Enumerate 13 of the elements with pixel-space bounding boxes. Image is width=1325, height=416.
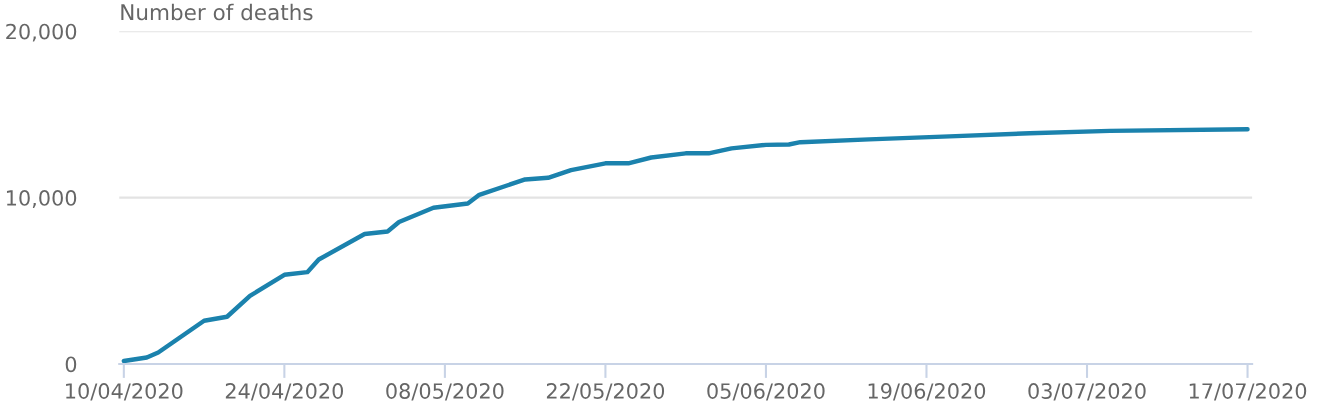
x-tick-label: 24/04/2020 — [225, 383, 344, 401]
y-tick-label: 20,000 — [6, 23, 77, 42]
x-tick-label: 19/06/2020 — [868, 383, 986, 401]
x-tick-label: 10/04/2020 — [66, 383, 183, 401]
x-tick-label: 03/07/2020 — [1028, 383, 1146, 401]
x-tick-label: 05/06/2020 — [707, 383, 825, 401]
y-tick-label: 10,000 — [6, 190, 77, 208]
y-tick-label: 0 — [65, 356, 77, 373]
x-tick-label: 17/07/2020 — [1189, 383, 1307, 401]
y-axis-title: Number of deaths — [121, 3, 313, 21]
x-tick-label: 08/05/2020 — [386, 383, 504, 401]
line-series — [121, 126, 1250, 364]
x-tick-label: 22/05/2020 — [546, 383, 665, 401]
